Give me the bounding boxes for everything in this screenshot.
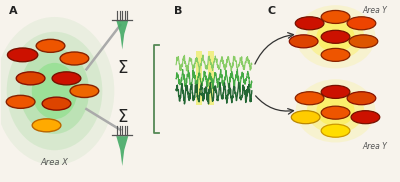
Circle shape — [289, 35, 318, 48]
Circle shape — [52, 72, 81, 85]
Ellipse shape — [7, 32, 102, 150]
Circle shape — [321, 85, 350, 98]
Ellipse shape — [316, 96, 355, 126]
Text: Area X: Area X — [40, 158, 68, 167]
Ellipse shape — [32, 63, 77, 119]
Circle shape — [347, 17, 376, 30]
Text: Area Y: Area Y — [362, 6, 387, 15]
Circle shape — [349, 35, 378, 48]
Circle shape — [295, 92, 324, 105]
Circle shape — [8, 48, 38, 62]
Polygon shape — [116, 136, 128, 166]
Circle shape — [295, 17, 324, 30]
Circle shape — [6, 95, 35, 108]
Circle shape — [321, 106, 350, 119]
Ellipse shape — [20, 48, 89, 134]
Circle shape — [32, 119, 61, 132]
Ellipse shape — [307, 88, 364, 134]
Circle shape — [70, 84, 99, 98]
Ellipse shape — [296, 5, 375, 68]
Circle shape — [321, 48, 350, 61]
Polygon shape — [208, 51, 214, 105]
Polygon shape — [116, 21, 128, 50]
Circle shape — [42, 97, 71, 110]
Text: Σ: Σ — [117, 60, 128, 77]
Ellipse shape — [0, 17, 114, 165]
Text: B: B — [174, 6, 182, 16]
Circle shape — [16, 72, 45, 85]
Ellipse shape — [296, 79, 375, 143]
Text: Σ: Σ — [117, 108, 128, 126]
Text: A: A — [9, 6, 17, 16]
Text: C: C — [268, 6, 276, 16]
Ellipse shape — [307, 14, 364, 60]
Circle shape — [351, 111, 380, 124]
Text: Area Y: Area Y — [362, 142, 387, 151]
Ellipse shape — [316, 22, 355, 52]
Circle shape — [321, 10, 350, 23]
Circle shape — [321, 124, 350, 137]
Circle shape — [347, 92, 376, 105]
Circle shape — [36, 39, 65, 52]
Circle shape — [60, 52, 89, 65]
Polygon shape — [196, 51, 202, 105]
Circle shape — [321, 30, 350, 43]
Circle shape — [291, 111, 320, 124]
